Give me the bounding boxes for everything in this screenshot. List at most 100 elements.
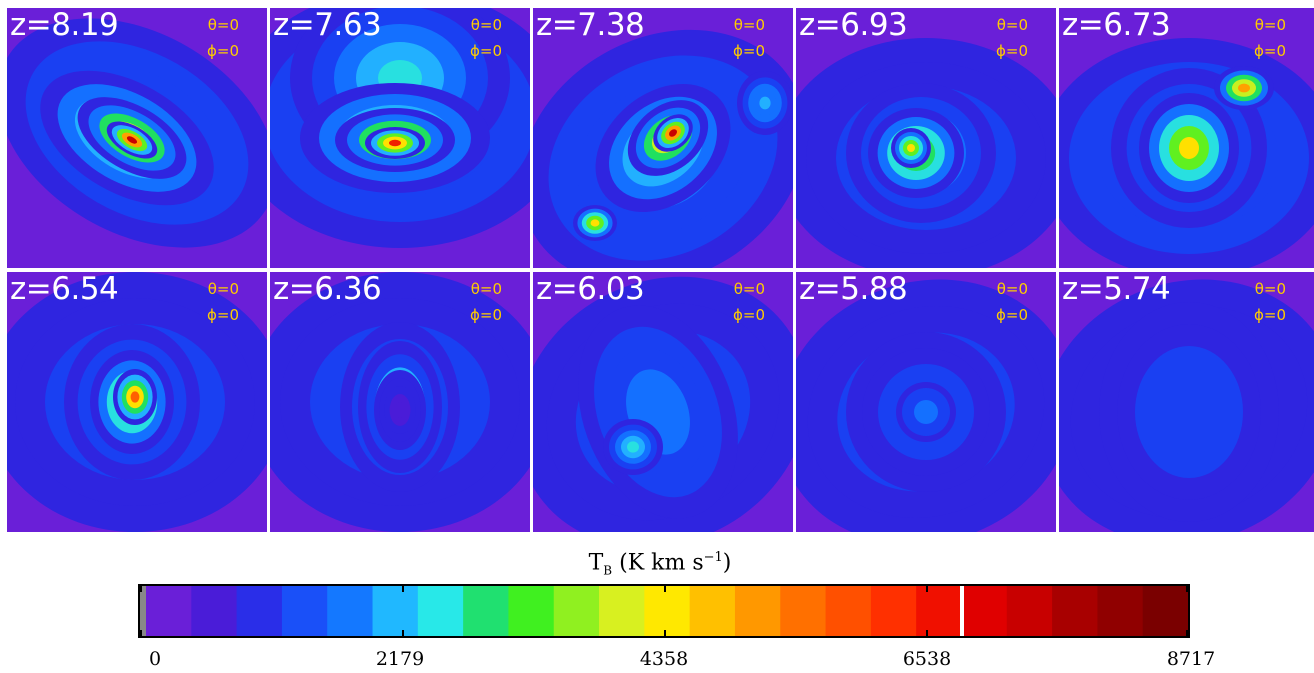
intensity-contour — [1179, 137, 1199, 159]
colorbar-segment — [327, 586, 374, 636]
map-image — [533, 8, 793, 268]
colorbar-segment — [553, 586, 600, 636]
colorbar-title-units: (K km s — [612, 550, 704, 576]
map-image — [7, 8, 267, 268]
colorbar-tick-mark — [1186, 630, 1188, 636]
intensity-contour — [130, 391, 140, 403]
redshift-label: z=6.03 — [536, 272, 645, 307]
colorbar-segment — [1097, 586, 1144, 636]
colorbar-segment — [599, 586, 645, 636]
colorbar-marker — [960, 586, 964, 636]
intensity-contour — [627, 441, 639, 453]
phi-label: ϕ=0 — [206, 306, 239, 324]
colorbar-segment — [1052, 586, 1098, 636]
colorbar-title: TB (K km s−1) — [560, 550, 760, 578]
colorbar — [138, 584, 1190, 638]
colorbar-segment — [417, 586, 464, 636]
colorbar-title-close: ) — [722, 550, 732, 576]
redshift-label: z=6.36 — [273, 272, 382, 307]
colorbar-tick-mark — [664, 586, 666, 592]
map-panel-1: z=8.19 θ=0 ϕ=0 — [7, 8, 267, 268]
map-panel-5: z=6.73 θ=0 ϕ=0 — [1059, 8, 1314, 268]
colorbar-segment — [281, 586, 328, 636]
theta-label: θ=0 — [470, 16, 502, 34]
colorbar-segment — [825, 586, 872, 636]
colorbar-title-sub: B — [603, 563, 613, 578]
redshift-label: z=7.38 — [536, 8, 645, 43]
phi-label: ϕ=0 — [995, 306, 1028, 324]
phi-label: ϕ=0 — [732, 306, 765, 324]
colorbar-tick-mark — [140, 586, 142, 592]
phi-label: ϕ=0 — [1253, 306, 1286, 324]
colorbar-tick-label: 2179 — [375, 648, 425, 670]
colorbar-title-main: T — [588, 550, 604, 576]
phi-label: ϕ=0 — [732, 42, 765, 60]
colorbar-tick-mark — [402, 630, 404, 636]
colorbar-segment — [644, 586, 691, 636]
theta-label: θ=0 — [207, 280, 239, 298]
map-image — [1059, 272, 1314, 532]
colorbar-segment — [961, 586, 1008, 636]
intensity-contour — [389, 139, 401, 147]
map-panel-8: z=6.03 θ=0 ϕ=0 — [533, 272, 793, 532]
colorbar-tick-mark — [140, 630, 142, 636]
theta-label: θ=0 — [733, 16, 765, 34]
colorbar-segment — [780, 586, 827, 636]
map-panel-4: z=6.93 θ=0 ϕ=0 — [796, 8, 1056, 268]
colorbar-tick-mark — [664, 630, 666, 636]
colorbar-tick-mark — [1186, 586, 1188, 592]
phi-label: ϕ=0 — [469, 306, 502, 324]
intensity-contour — [126, 136, 138, 144]
redshift-label: z=6.73 — [1062, 8, 1171, 43]
redshift-label: z=7.63 — [273, 8, 382, 43]
colorbar-tick-mark — [926, 586, 928, 592]
phi-label: ϕ=0 — [206, 42, 239, 60]
colorbar-segment — [870, 586, 917, 636]
intensity-contour — [1238, 83, 1250, 93]
colorbar-segment — [236, 586, 283, 636]
intensity-contour — [759, 96, 771, 110]
phi-label: ϕ=0 — [469, 42, 502, 60]
intensity-contour — [394, 402, 406, 418]
map-image — [270, 272, 530, 532]
map-image — [796, 8, 1056, 268]
theta-label: θ=0 — [733, 280, 765, 298]
intensity-contour — [642, 390, 674, 434]
colorbar-tick-mark — [926, 630, 928, 636]
map-image — [270, 8, 530, 268]
colorbar-segment — [140, 586, 146, 636]
map-image — [1059, 8, 1314, 268]
map-panel-3: z=7.38 θ=0 ϕ=0 — [533, 8, 793, 268]
redshift-label: z=5.88 — [799, 272, 908, 307]
phi-label: ϕ=0 — [1253, 42, 1286, 60]
colorbar-segment — [1006, 586, 1053, 636]
phi-label: ϕ=0 — [995, 42, 1028, 60]
theta-label: θ=0 — [1254, 16, 1286, 34]
colorbar-segment — [146, 586, 192, 636]
colorbar-segment — [689, 586, 736, 636]
theta-label: θ=0 — [996, 16, 1028, 34]
theta-label: θ=0 — [207, 16, 239, 34]
map-panel-9: z=5.88 θ=0 ϕ=0 — [796, 272, 1056, 532]
colorbar-tick-label: 4358 — [639, 648, 689, 670]
colorbar-segment — [916, 586, 962, 636]
map-panel-10: z=5.74 θ=0 ϕ=0 — [1059, 272, 1314, 532]
colorbar-tick-label: 6538 — [902, 648, 952, 670]
colorbar-segment — [191, 586, 238, 636]
colorbar-segment — [1142, 586, 1189, 636]
map-image — [7, 272, 267, 532]
redshift-label: z=6.54 — [10, 272, 119, 307]
intensity-contour — [669, 129, 677, 137]
colorbar-segment — [463, 586, 509, 636]
theta-label: θ=0 — [1254, 280, 1286, 298]
colorbar-segment — [372, 586, 419, 636]
intensity-contour — [1171, 390, 1207, 434]
intensity-contour — [590, 219, 600, 227]
map-panel-6: z=6.54 θ=0 ϕ=0 — [7, 272, 267, 532]
theta-label: θ=0 — [470, 280, 502, 298]
redshift-label: z=8.19 — [10, 8, 119, 43]
panel-grid: z=8.19 θ=0 ϕ=0 z=7.63 θ=0 ϕ=0 z=7.38 θ=0… — [7, 8, 1314, 532]
intensity-contour — [907, 144, 915, 152]
redshift-label: z=6.93 — [799, 8, 908, 43]
colorbar-tick-mark — [402, 586, 404, 592]
